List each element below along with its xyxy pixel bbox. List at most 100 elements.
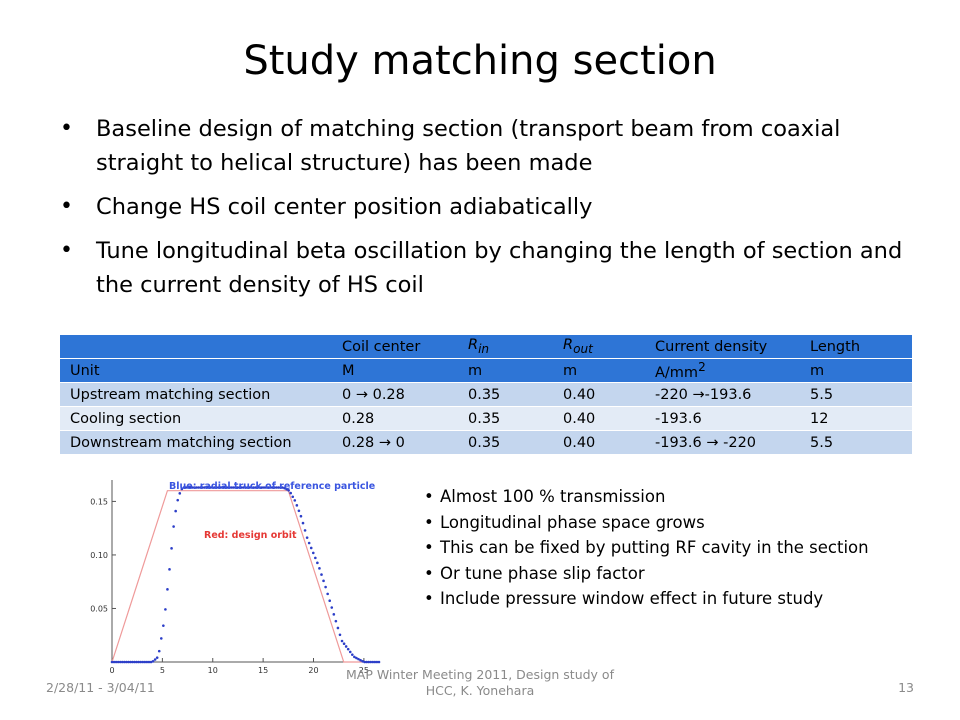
particle-track-point [110, 660, 114, 664]
particle-track-point [157, 649, 161, 653]
table-cell: 0.40 [553, 430, 645, 455]
y-tick-label: 0.15 [90, 497, 108, 506]
y-tick-label: 0.05 [90, 604, 108, 613]
particle-track-point [285, 487, 288, 491]
particle-track-point [203, 486, 206, 489]
particle-track-point [211, 486, 214, 489]
x-tick-label: 0 [109, 666, 114, 675]
header-sub-out: out [573, 341, 593, 356]
result-text: Longitudinal phase space grows [440, 512, 705, 532]
particle-track-point [305, 536, 309, 539]
table-cell: -193.6 [645, 406, 800, 431]
particle-track-point [178, 492, 182, 495]
table-row: Cooling section 0.28 0.35 0.40 -193.6 12 [60, 406, 912, 431]
result-text: Or tune phase slip factor [440, 563, 645, 583]
table-cell: 0.35 [458, 382, 553, 407]
particle-track-point [332, 613, 336, 616]
unit-text: A/mm [655, 364, 699, 381]
unit-cell: m [458, 358, 553, 383]
header-cell: Coil center [332, 335, 458, 359]
particle-track-point [256, 486, 260, 489]
unit-superscript: 2 [698, 360, 706, 375]
particle-track-point [344, 645, 348, 648]
particle-track-point [297, 509, 301, 513]
particle-track-point [155, 656, 159, 659]
particle-track-point [112, 660, 116, 664]
particle-track-point [324, 585, 327, 589]
particle-track-point [231, 486, 235, 489]
bullet-text: Tune longitudinal beta oscillation by ch… [96, 238, 903, 298]
bullet-item: • Tune longitudinal beta oscillation by c… [60, 234, 920, 302]
particle-track-point [346, 647, 350, 651]
particle-track-point [283, 486, 286, 490]
unit-cell: M [332, 358, 458, 383]
x-tick-label: 20 [308, 666, 318, 675]
particle-track-point [143, 660, 147, 664]
table-cell: -193.6 → -220 [645, 430, 800, 455]
particle-track-point [338, 633, 342, 637]
particle-track-point [137, 660, 140, 664]
particle-track-point [238, 486, 241, 489]
particle-track-point [118, 660, 122, 664]
particle-track-point [264, 486, 268, 489]
bullet-item: • Baseline design of matching section (tr… [60, 112, 920, 180]
particle-track-point [116, 660, 120, 664]
particle-track-point [201, 486, 204, 489]
particle-track-point [252, 486, 256, 489]
particle-track-point [215, 486, 219, 489]
x-tick-label: 15 [258, 666, 268, 675]
particle-track-point [139, 660, 143, 664]
particle-track-point [301, 521, 305, 525]
particle-track-point [176, 498, 180, 502]
particle-track-point [174, 509, 177, 513]
x-tick-label: 10 [208, 666, 218, 675]
particle-track-point [235, 486, 239, 489]
table-cell: 0 → 0.28 [332, 382, 458, 407]
particle-track-point [180, 487, 184, 491]
particle-track-point [129, 660, 132, 664]
particle-track-point [311, 551, 315, 555]
unit-cell: m [553, 358, 645, 383]
particle-track-point [293, 499, 297, 502]
particle-track-point [275, 486, 278, 489]
bullet-dot: • [424, 512, 434, 532]
particle-track-point [318, 567, 321, 570]
particle-track-point [225, 486, 229, 489]
particle-track-point [320, 573, 323, 576]
footer-meeting: MAP Winter Meeting 2011, Design study of… [346, 667, 614, 698]
particle-track-point [367, 660, 371, 664]
particle-track-point [309, 546, 313, 550]
particle-track-point [289, 491, 292, 495]
particle-track-point [279, 486, 282, 489]
table-cell: 5.5 [800, 430, 912, 455]
unit-cell-current: A/mm2 [645, 358, 800, 383]
particle-track-point [227, 486, 231, 489]
particle-track-point [233, 486, 237, 489]
table-header-row: Coil center Rin Rout Current density Len… [60, 335, 912, 359]
particle-track-point [295, 504, 299, 507]
particle-track-point [375, 660, 379, 664]
particle-track-point [182, 486, 186, 489]
particle-track-point [133, 660, 136, 664]
particle-track-point [147, 660, 151, 664]
header-cell: Current density [645, 335, 800, 359]
particle-track-point [219, 486, 223, 489]
particle-track-point [268, 486, 272, 489]
chart-annotation-blue: Blue: radial truck of reference particle [169, 481, 375, 492]
result-bullet: • This can be fixed by putting RF cavity … [424, 535, 944, 561]
bullet-text: Change HS coil center position adiabatic… [96, 194, 593, 220]
particle-track-point [348, 650, 352, 654]
result-bullet: • Longitudinal phase space grows [424, 510, 944, 536]
table-cell: 0.28 [332, 406, 458, 431]
particle-track-point [328, 599, 332, 602]
particle-track-point [184, 486, 188, 489]
particle-track-point [340, 639, 344, 643]
particle-track-point [123, 660, 126, 664]
unit-cell: Unit [60, 358, 332, 383]
particle-track-point [258, 486, 262, 489]
x-tick-label: 5 [160, 666, 165, 675]
particle-track-point [194, 486, 198, 489]
table-cell: Downstream matching section [60, 430, 332, 455]
particle-track-point [207, 486, 210, 489]
particle-track-point [260, 486, 264, 489]
